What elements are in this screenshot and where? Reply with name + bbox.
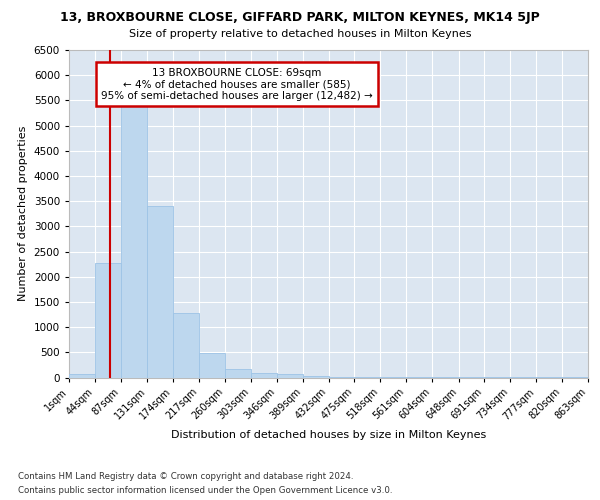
Bar xyxy=(121,104,147,378)
Y-axis label: Number of detached properties: Number of detached properties xyxy=(18,126,28,302)
Bar xyxy=(302,376,329,378)
Bar xyxy=(95,263,121,378)
Bar xyxy=(329,376,355,378)
Bar xyxy=(225,370,251,378)
Text: Contains public sector information licensed under the Open Government Licence v3: Contains public sector information licen… xyxy=(18,486,392,495)
Text: 13, BROXBOURNE CLOSE, GIFFARD PARK, MILTON KEYNES, MK14 5JP: 13, BROXBOURNE CLOSE, GIFFARD PARK, MILT… xyxy=(60,11,540,24)
Text: Size of property relative to detached houses in Milton Keynes: Size of property relative to detached ho… xyxy=(129,29,471,39)
Bar xyxy=(147,206,173,378)
Text: Contains HM Land Registry data © Crown copyright and database right 2024.: Contains HM Land Registry data © Crown c… xyxy=(18,472,353,481)
Bar xyxy=(69,374,95,378)
Bar xyxy=(355,377,380,378)
Bar xyxy=(199,354,225,378)
Bar xyxy=(173,312,199,378)
Bar xyxy=(277,374,302,378)
Bar xyxy=(251,374,277,378)
Text: 13 BROXBOURNE CLOSE: 69sqm
← 4% of detached houses are smaller (585)
95% of semi: 13 BROXBOURNE CLOSE: 69sqm ← 4% of detac… xyxy=(101,68,373,101)
X-axis label: Distribution of detached houses by size in Milton Keynes: Distribution of detached houses by size … xyxy=(171,430,486,440)
